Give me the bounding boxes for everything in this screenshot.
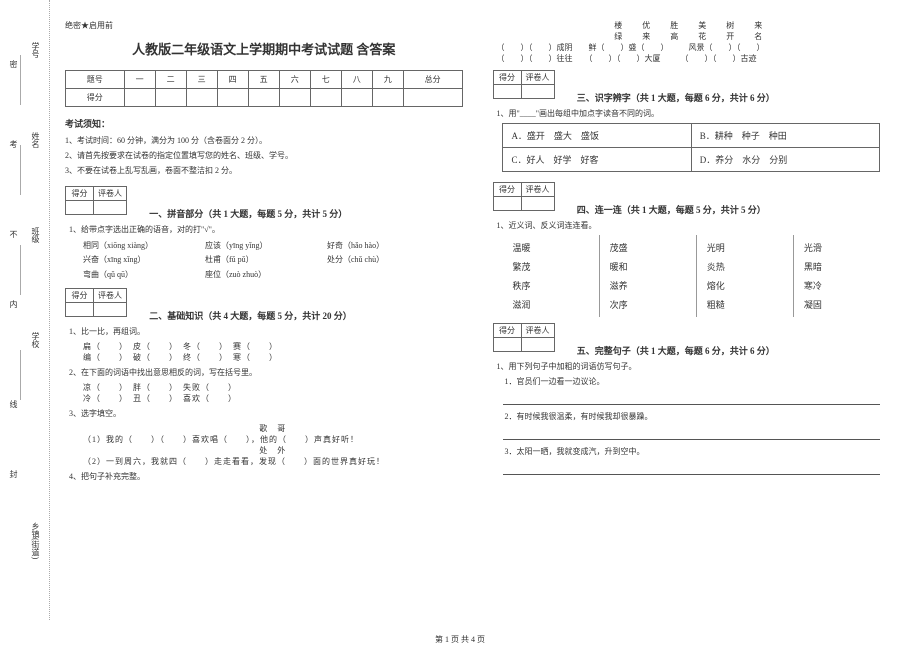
left-column: 绝密★启用前 人教版二年级语文上学期期中考试试题 含答案 题号 一 二 三 四 … bbox=[50, 20, 478, 620]
score-box: 得分评卷人 bbox=[65, 288, 127, 317]
answer-line bbox=[503, 463, 881, 475]
score-box: 得分评卷人 bbox=[65, 186, 127, 215]
choice-table: A．盛开 盛大 盛饭B．耕种 种子 种田 C．好人 好学 好客D．养分 水分 分… bbox=[502, 123, 880, 172]
confidential-label: 绝密★启用前 bbox=[65, 20, 463, 31]
margin-label: 姓名 bbox=[30, 130, 41, 150]
notice-item: 1、考试时间：60 分钟，满分为 100 分（含卷面分 2 分）。 bbox=[65, 135, 463, 146]
question: 1、给带点字选出正确的语音，对的打"√"。 bbox=[69, 224, 463, 235]
section-3-title: 三、识字辨字（共 1 大题，每题 6 分，共计 6 分） bbox=[577, 93, 775, 103]
section-5-title: 五、完整句子（共 1 大题，每题 6 分，共计 6 分） bbox=[577, 346, 775, 356]
right-column: 楼 优 胜 美 树 来 绿 来 高 花 开 名 （ ）（ ）成阴 鲜（ ）盛（ … bbox=[478, 20, 906, 620]
score-box: 得分评卷人 bbox=[493, 182, 555, 211]
binding-margin: 学号 姓名 班级 学校 乡镇(街道) 密 考 不 内 线 封 bbox=[0, 0, 50, 620]
margin-label: 班级 bbox=[30, 225, 41, 245]
margin-label: 学号 bbox=[30, 40, 41, 60]
section-1-title: 一、拼音部分（共 1 大题，每题 5 分，共计 5 分） bbox=[149, 209, 347, 219]
section-2-title: 二、基础知识（共 4 大题，每题 5 分，共计 20 分） bbox=[149, 311, 352, 321]
exam-title: 人教版二年级语文上学期期中考试试题 含答案 bbox=[65, 39, 463, 58]
score-box: 得分评卷人 bbox=[493, 323, 555, 352]
score-table: 题号 一 二 三 四 五 六 七 八 九 总分 得分 bbox=[65, 70, 463, 107]
page: 绝密★启用前 人教版二年级语文上学期期中考试试题 含答案 题号 一 二 三 四 … bbox=[0, 0, 920, 620]
score-box: 得分评卷人 bbox=[493, 70, 555, 99]
margin-label: 学校 bbox=[30, 330, 41, 350]
answer-line bbox=[503, 428, 881, 440]
notice-item: 2、请首先按要求在试卷的指定位置填写您的姓名、班级、学号。 bbox=[65, 150, 463, 161]
margin-label: 乡镇(街道) bbox=[30, 520, 41, 561]
answer-line bbox=[503, 393, 881, 405]
page-footer: 第 1 页 共 4 页 bbox=[0, 634, 920, 645]
notice-item: 3、不要在试卷上乱写乱画，卷面不整洁扣 2 分。 bbox=[65, 165, 463, 176]
match-columns: 温暖繁茂秩序滋润 茂盛暖和滋养次序 光明炎热熔化粗糙 光滑黑暗寒冷凝固 bbox=[503, 235, 891, 317]
notice-head: 考试须知： bbox=[65, 117, 463, 130]
section-4-title: 四、连一连（共 1 大题，每题 5 分，共计 5 分） bbox=[577, 205, 766, 215]
